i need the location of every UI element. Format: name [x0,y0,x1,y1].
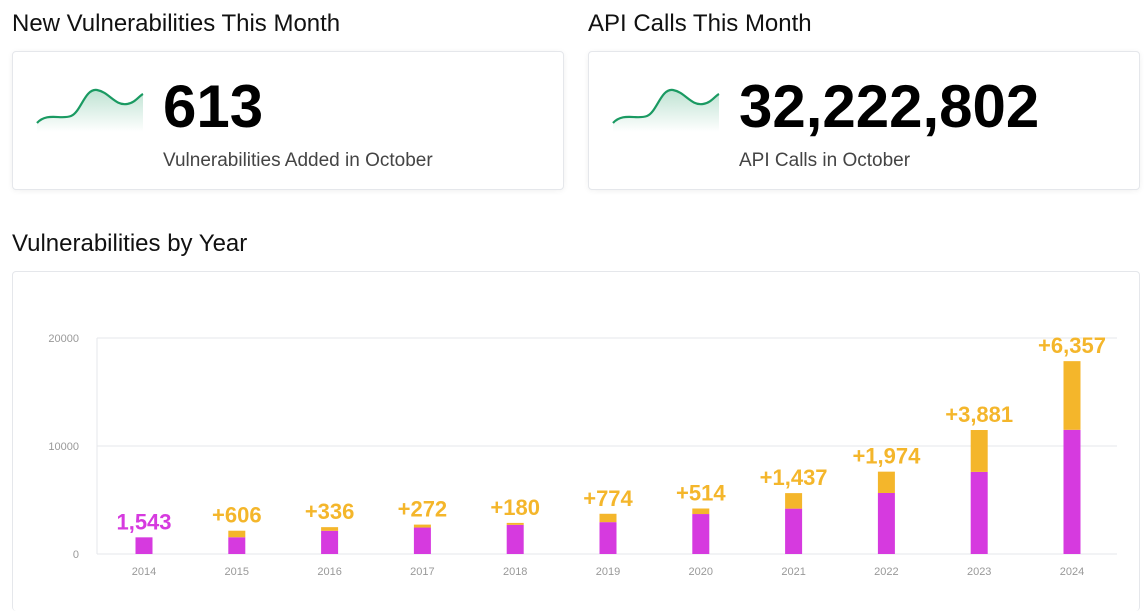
x-tick-label: 2018 [503,566,527,578]
bar-data-label: +514 [676,480,726,505]
bar-added [692,508,710,515]
y-tick-label: 10000 [48,441,79,453]
bar-data-label: +180 [490,495,540,520]
y-tick-label: 0 [73,549,79,561]
stat-label-api-calls: API Calls in October [739,150,911,171]
sparkline-icon [36,88,144,132]
bar-existing [413,527,431,554]
bar-data-label: +1,437 [760,465,828,490]
stat-value-api-calls: 32,222,802 [739,73,1040,140]
bar-existing [877,492,895,554]
x-tick-label: 2023 [967,566,991,578]
bar-data-label: +3,881 [945,402,1013,427]
bar-existing [506,524,524,554]
bar-existing [1063,429,1081,554]
stat-title-api-calls: API Calls This Month [588,10,812,37]
stat-value-vulnerabilities: 613 [163,73,264,140]
x-tick-label: 2015 [225,566,249,578]
sparkline-icon [612,88,720,132]
stat-card-vulnerabilities: 613 Vulnerabilities Added in October [12,51,564,190]
stat-title-vulnerabilities: New Vulnerabilities This Month [12,10,341,37]
bar-added [970,430,988,472]
bar-existing [135,537,153,554]
bar-added [785,493,803,509]
x-tick-label: 2022 [874,566,898,578]
bar-data-label: +1,974 [852,444,921,469]
stat-label-vulnerabilities: Vulnerabilities Added in October [163,150,433,171]
bar-existing [321,530,339,554]
bar-chart: 0 10000 20000 1,543 2014 +606 2015 +336 2016 +272… [48,333,1117,578]
stat-card-api-calls: 32,222,802 API Calls in October [588,51,1140,190]
bar-data-label: +336 [305,499,355,524]
bar-added [506,522,524,525]
bar-existing [228,537,246,554]
bar-existing [970,471,988,554]
bar-existing [785,508,803,554]
bar-added [413,524,431,528]
bar-added [228,530,246,538]
x-tick-label: 2016 [317,566,341,578]
x-tick-label: 2014 [132,566,156,578]
chart-title: Vulnerabilities by Year [12,230,248,257]
x-tick-label: 2019 [596,566,620,578]
x-tick-label: 2020 [689,566,713,578]
x-tick-label: 2024 [1060,566,1084,578]
bar-existing [692,514,710,554]
bar-data-label: +272 [398,497,448,522]
bar-data-label: +6,357 [1038,333,1106,358]
bar-added [599,513,617,523]
x-tick-label: 2017 [410,566,434,578]
x-tick-label: 2021 [781,566,805,578]
chart-card: 0 10000 20000 1,543 2014 +606 2015 +336 2016 +272… [12,271,1140,611]
bar-data-label: 1,543 [116,509,171,534]
bar-data-label: +774 [583,486,633,511]
bar-added [321,527,339,531]
bar-data-label: +606 [212,503,262,528]
y-tick-label: 20000 [48,333,79,345]
bar-added [877,471,895,493]
bar-existing [599,522,617,554]
bar-added [1063,361,1081,430]
